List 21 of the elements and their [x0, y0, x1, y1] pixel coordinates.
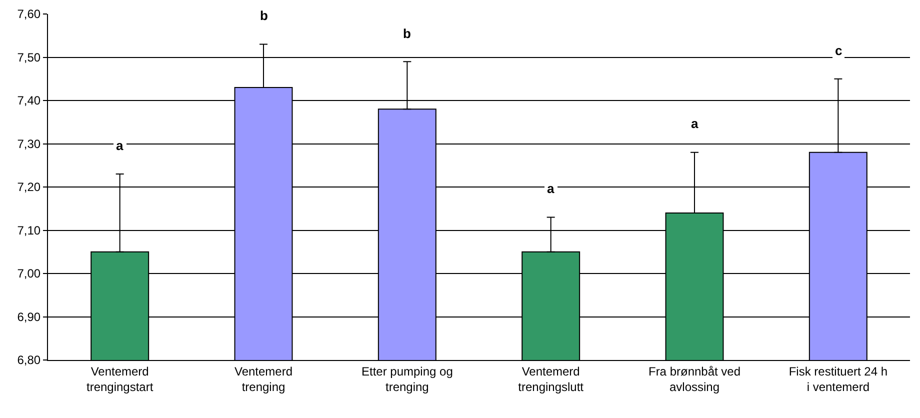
- y-tick-label: 7,50: [17, 50, 41, 64]
- x-tick-label: Ventemerd trengingslutt: [518, 364, 584, 394]
- y-tick-label: 7,20: [17, 180, 41, 194]
- annotation: b: [260, 8, 268, 23]
- y-tick-label: 7,30: [17, 136, 41, 151]
- x-tick-label: Ventemerd trengingstart: [86, 364, 154, 394]
- x-tick-label: Ventemerd trenging: [234, 364, 293, 394]
- annotation: a: [116, 138, 124, 153]
- annotation: b: [403, 26, 411, 41]
- y-tick-label: 7,00: [17, 266, 41, 281]
- y-tick-label: 7,40: [17, 94, 41, 108]
- annotation: a: [691, 116, 699, 131]
- y-tick-label: 6,80: [17, 353, 41, 368]
- annotation: c: [835, 43, 842, 58]
- annotation: a: [547, 181, 555, 196]
- y-tick-label: 7,60: [17, 7, 41, 22]
- x-tick-label: Fra brønnbåt ved avlossing: [648, 364, 741, 394]
- x-tick-label: Fisk restituert 24 h i ventemerd: [788, 364, 888, 394]
- y-tick-label: 6,90: [17, 310, 41, 324]
- x-tick-label: Etter pumping og trenging: [361, 364, 453, 394]
- y-tick-label: 7,10: [17, 223, 41, 238]
